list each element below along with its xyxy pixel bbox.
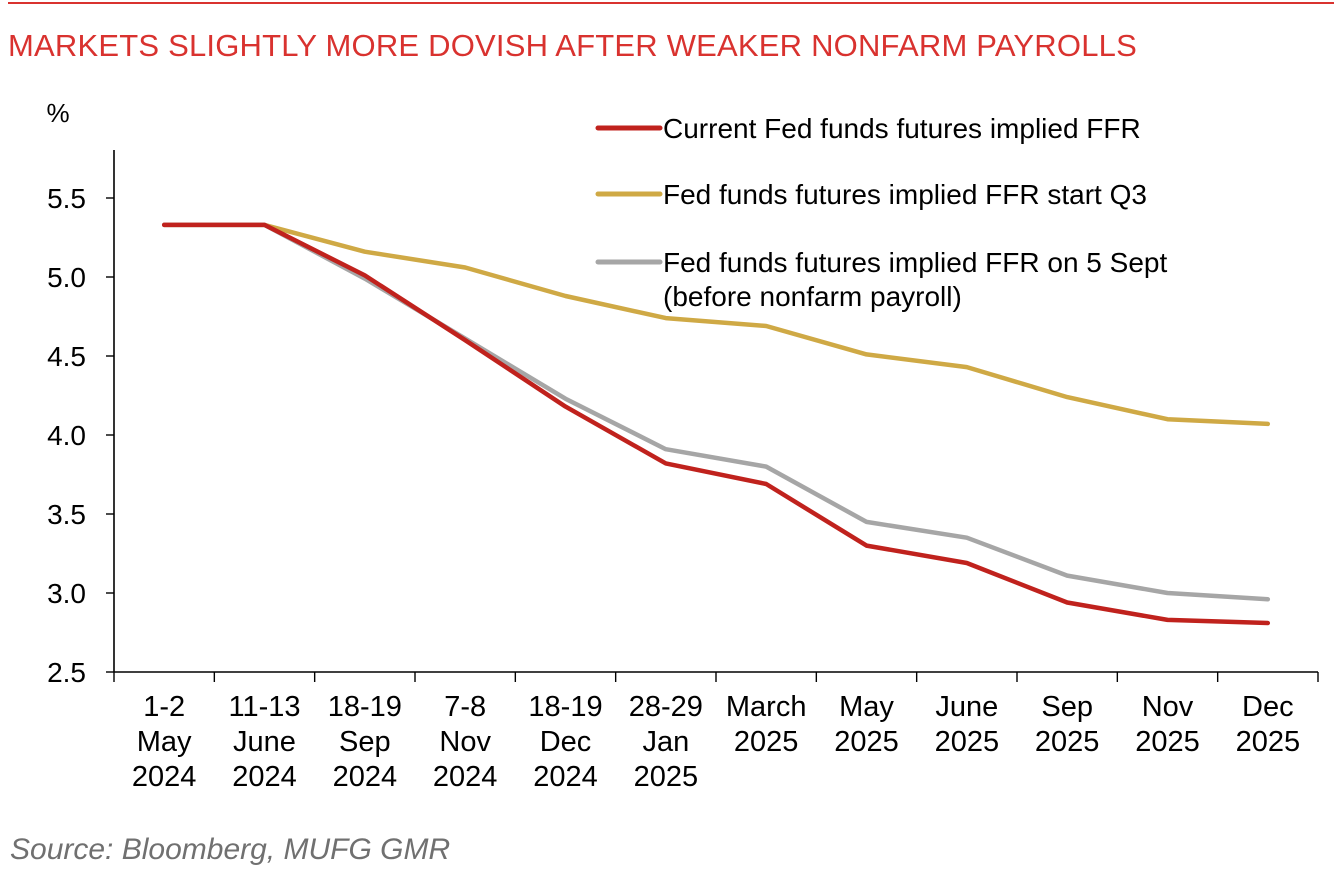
x-tick-label: Sep 2025 — [1035, 691, 1100, 758]
x-tick-label-line: 2025 — [935, 726, 1000, 758]
legend-label-1: Current Fed funds futures implied FFR — [663, 113, 1141, 144]
x-tick-label-line: 7-8 — [444, 691, 486, 723]
x-tick-label-line: 2025 — [1135, 726, 1200, 758]
x-tick-label: Dec 2025 — [1236, 691, 1301, 758]
legend-label-line: (before nonfarm payroll) — [663, 281, 962, 312]
x-tick-label-line: 2024 — [433, 761, 498, 793]
y-tick-label: 3.5 — [47, 499, 86, 530]
legend-label-line: Fed funds futures implied FFR start Q3 — [663, 179, 1147, 210]
x-tick-label-line: Jan — [642, 726, 689, 758]
x-tick-label: 18-19 Dec 2024 — [528, 691, 602, 793]
x-tick-label-line: Sep — [339, 726, 391, 758]
x-tick-label-line: 2024 — [533, 761, 598, 793]
legend: Current Fed funds futures implied FFR Fed… — [595, 113, 1167, 312]
x-tick-label-line: June — [233, 726, 296, 758]
x-tick-label-line: Dec — [540, 726, 592, 758]
x-tick-label: 18-19 Sep 2024 — [328, 691, 402, 793]
x-tick-label-line: 18-19 — [528, 691, 602, 723]
legend-label-line: Current Fed funds futures implied FFR — [663, 113, 1141, 144]
x-tick-label: 1-2 May 2024 — [132, 691, 197, 793]
x-tick-label: Nov 2025 — [1135, 691, 1200, 758]
x-tick-label-line: Dec — [1242, 691, 1294, 723]
x-tick-label-line: Sep — [1041, 691, 1093, 723]
legend-label-line: Fed funds futures implied FFR on 5 Sept — [663, 247, 1167, 278]
chart-title: MARKETS SLIGHTLY MORE DOVISH AFTER WEAKE… — [8, 28, 1137, 63]
series-line-1 — [161, 222, 1271, 626]
x-tick-label-line: 2024 — [333, 761, 398, 793]
y-tick-label: 4.0 — [47, 420, 86, 451]
y-axis-label: % — [46, 98, 69, 128]
x-tick-label-line: 11-13 — [228, 691, 300, 723]
x-tick-label-line: Nov — [1142, 691, 1194, 723]
x-tick-label: June 2025 — [935, 691, 1000, 758]
x-tick-label: 11-13 June 2024 — [228, 691, 300, 793]
x-tick-label-line: May — [839, 691, 894, 723]
x-tick-label: 28-29 Jan 2025 — [629, 691, 703, 793]
series-line-2 — [161, 222, 1271, 427]
x-tick-label-line: May — [137, 726, 192, 758]
x-tick-label: March 2025 — [726, 691, 807, 758]
series-lines — [161, 222, 1271, 626]
x-tick-label-line: March — [726, 691, 807, 723]
y-tick-label: 2.5 — [47, 657, 86, 688]
x-tick-label-line: 2025 — [634, 761, 699, 793]
x-tick-label-line: 2024 — [232, 761, 297, 793]
x-tick-label-line: 2025 — [1236, 726, 1301, 758]
x-tick-label-line: Nov — [439, 726, 491, 758]
x-tick-label-line: June — [935, 691, 998, 723]
x-tick-label-line: 2024 — [132, 761, 197, 793]
legend-label-2: Fed funds futures implied FFR start Q3 — [663, 179, 1147, 210]
x-tick-label-line: 18-19 — [328, 691, 402, 723]
x-tick-label-line: 1-2 — [143, 691, 185, 723]
source-note: Source: Bloomberg, MUFG GMR — [10, 833, 451, 866]
x-tick-label-line: 2025 — [834, 726, 899, 758]
y-tick-label: 5.0 — [47, 262, 86, 293]
x-tick-label: May 2025 — [834, 691, 899, 758]
y-axis-ticks: 5.5 5.0 4.5 4.0 3.5 3.0 2.5 — [47, 183, 114, 688]
y-tick-label: 4.5 — [47, 341, 86, 372]
x-tick-label: 7-8 Nov 2024 — [433, 691, 498, 793]
y-tick-label: 5.5 — [47, 183, 86, 214]
series-line-3 — [161, 222, 1271, 602]
x-tick-label-line: 28-29 — [629, 691, 703, 723]
legend-label-3: Fed funds futures implied FFR on 5 Sept(… — [663, 247, 1167, 312]
top-rule — [8, 2, 1334, 4]
y-tick-label: 3.0 — [47, 578, 86, 609]
x-tick-label-line: 2025 — [734, 726, 799, 758]
x-tick-label-line: 2025 — [1035, 726, 1100, 758]
